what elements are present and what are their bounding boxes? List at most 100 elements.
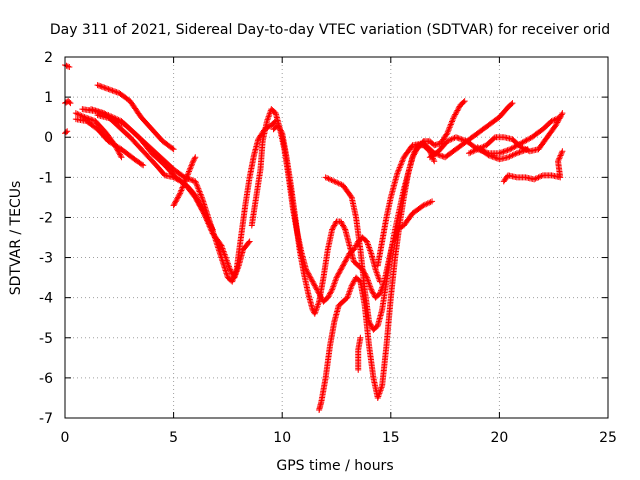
data-point: [454, 134, 461, 141]
x-tick-label: 10: [273, 430, 291, 446]
y-axis-label: SDTVAR / TECUs: [8, 181, 24, 296]
data-point: [496, 150, 503, 157]
data-point: [558, 111, 565, 118]
data-point: [169, 145, 176, 152]
data-point: [197, 203, 204, 210]
data-point: [109, 114, 116, 121]
data-point: [278, 128, 285, 135]
data-point: [227, 267, 234, 274]
data-point: [307, 274, 314, 281]
data-point: [275, 123, 282, 130]
data-point: [445, 127, 452, 134]
data-point: [524, 146, 531, 153]
data-point: [188, 176, 195, 183]
data-point: [195, 185, 202, 192]
data-point: [336, 269, 343, 276]
data-point: [338, 219, 345, 226]
data-point: [112, 88, 119, 95]
series-10: [170, 154, 199, 209]
data-point: [335, 180, 342, 187]
data-point: [559, 148, 566, 155]
data-point: [363, 273, 370, 280]
data-point: [182, 177, 189, 184]
data-point: [95, 82, 102, 89]
data-point: [368, 286, 375, 293]
data-point: [101, 84, 108, 91]
data-point: [455, 135, 462, 142]
data-point: [459, 136, 466, 143]
data-point: [457, 135, 464, 142]
data-point: [460, 99, 467, 106]
data-point: [184, 172, 191, 179]
data-point: [170, 146, 177, 153]
series-16: [374, 100, 516, 269]
data-point: [448, 136, 455, 143]
ticks: 0 5 10 15 20 25 -7 -6 -5 -4 -3 -2 -1 0 1 2: [39, 50, 617, 446]
data-point: [557, 152, 564, 159]
data-point: [461, 98, 468, 105]
data-point: [444, 128, 451, 135]
data-point: [189, 159, 196, 166]
data-point: [427, 199, 434, 206]
data-point: [194, 184, 201, 191]
data-point: [176, 191, 183, 198]
series-1: [62, 62, 73, 71]
data-point: [274, 122, 281, 129]
data-point: [106, 86, 113, 93]
data-point: [112, 115, 119, 122]
data-point: [227, 266, 234, 273]
data-point: [343, 255, 350, 262]
data-point: [192, 154, 199, 161]
data-point: [324, 294, 331, 301]
data-point: [555, 158, 562, 165]
data-point: [189, 177, 196, 184]
data-point: [172, 199, 179, 206]
data-point: [492, 154, 499, 161]
data-point: [334, 273, 341, 280]
data-point: [395, 167, 402, 174]
data-point: [449, 117, 456, 124]
data-point: [100, 84, 107, 91]
data-point: [436, 152, 443, 159]
data-point: [180, 183, 187, 190]
data-point: [66, 99, 73, 106]
data-point: [430, 156, 437, 163]
y-tick-label: -1: [39, 170, 53, 186]
data-point: [552, 122, 559, 129]
series-17: [426, 114, 564, 161]
data-point: [558, 151, 565, 158]
data-point: [398, 160, 405, 167]
data-point: [368, 322, 375, 329]
data-point: [555, 118, 562, 125]
data-point: [185, 169, 192, 176]
data-point: [443, 131, 450, 138]
y-tick-label: -6: [39, 371, 53, 387]
data-point: [177, 190, 184, 197]
data-point: [420, 202, 427, 209]
data-point: [115, 116, 122, 123]
data-point: [196, 202, 203, 209]
data-point: [338, 265, 345, 272]
data-point: [558, 149, 565, 156]
data-point: [333, 274, 340, 281]
data-point: [308, 277, 315, 284]
data-point: [446, 124, 453, 131]
x-tick-label: 15: [382, 430, 400, 446]
data-point: [396, 164, 403, 171]
data-point: [490, 154, 497, 161]
data-point: [190, 158, 197, 165]
data-point: [485, 152, 492, 159]
data-point: [488, 153, 495, 160]
data-point: [108, 113, 115, 120]
data-point: [308, 275, 315, 282]
x-tick-label: 0: [61, 430, 70, 446]
data-point: [311, 282, 318, 289]
data-point: [186, 168, 193, 175]
data-point: [312, 283, 319, 290]
data-point: [66, 64, 73, 71]
data-point: [306, 273, 313, 280]
data-point: [309, 278, 316, 285]
data-point: [397, 161, 404, 168]
data-point: [310, 279, 317, 286]
data-point: [337, 181, 344, 188]
